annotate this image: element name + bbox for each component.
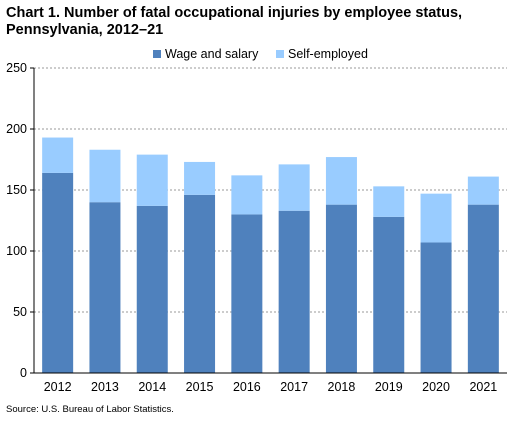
y-tick-label: 50: [13, 305, 27, 319]
bar-self-employed: [184, 161, 216, 195]
chart-title: Chart 1. Number of fatal occupational in…: [6, 5, 463, 38]
bar-wage-and-salary: [184, 194, 216, 373]
source-note: Source: U.S. Bureau of Labor Statistics.: [6, 404, 174, 415]
bar-self-employed: [278, 164, 310, 211]
legend-item-self: Self-employed: [276, 47, 368, 61]
bar-self-employed: [136, 154, 168, 206]
bar-wage-and-salary: [231, 214, 263, 373]
y-tick-label: 100: [6, 244, 27, 258]
bar-wage-and-salary: [325, 204, 357, 373]
bar-self-employed: [231, 175, 263, 215]
x-tick-label: 2017: [280, 380, 308, 394]
bar-wage-and-salary: [136, 205, 168, 373]
x-tick-label: 2021: [469, 380, 497, 394]
legend-swatch-self: [276, 50, 284, 58]
y-tick-label: 150: [6, 183, 27, 197]
bar-wage-and-salary: [420, 242, 452, 373]
bar-self-employed: [467, 176, 499, 205]
x-tick-label: 2019: [375, 380, 403, 394]
x-tick-label: 2014: [138, 380, 166, 394]
legend-label-self: Self-employed: [288, 47, 368, 61]
legend-label-wage: Wage and salary: [165, 47, 259, 61]
y-tick-label: 200: [6, 122, 27, 136]
bar-wage-and-salary: [373, 216, 405, 373]
y-tick-label: 250: [6, 61, 27, 75]
bar-self-employed: [89, 149, 121, 203]
x-tick-label: 2015: [186, 380, 214, 394]
x-tick-label: 2012: [44, 380, 72, 394]
legend-swatch-wage: [153, 50, 161, 58]
bar-wage-and-salary: [89, 202, 121, 373]
chart-legend: Wage and salary Self-employed: [0, 47, 514, 63]
bar-wage-and-salary: [278, 210, 310, 373]
bar-self-employed: [420, 193, 452, 243]
x-tick-label: 2013: [91, 380, 119, 394]
bar-self-employed: [373, 186, 405, 217]
bar-wage-and-salary: [42, 172, 74, 373]
legend-item-wage: Wage and salary: [153, 47, 258, 61]
x-tick-label: 2016: [233, 380, 261, 394]
x-tick-label: 2018: [328, 380, 356, 394]
bar-wage-and-salary: [467, 204, 499, 373]
x-tick-label: 2020: [422, 380, 450, 394]
bar-self-employed: [42, 137, 74, 173]
bar-self-employed: [325, 157, 357, 205]
y-tick-label: 0: [20, 366, 27, 380]
